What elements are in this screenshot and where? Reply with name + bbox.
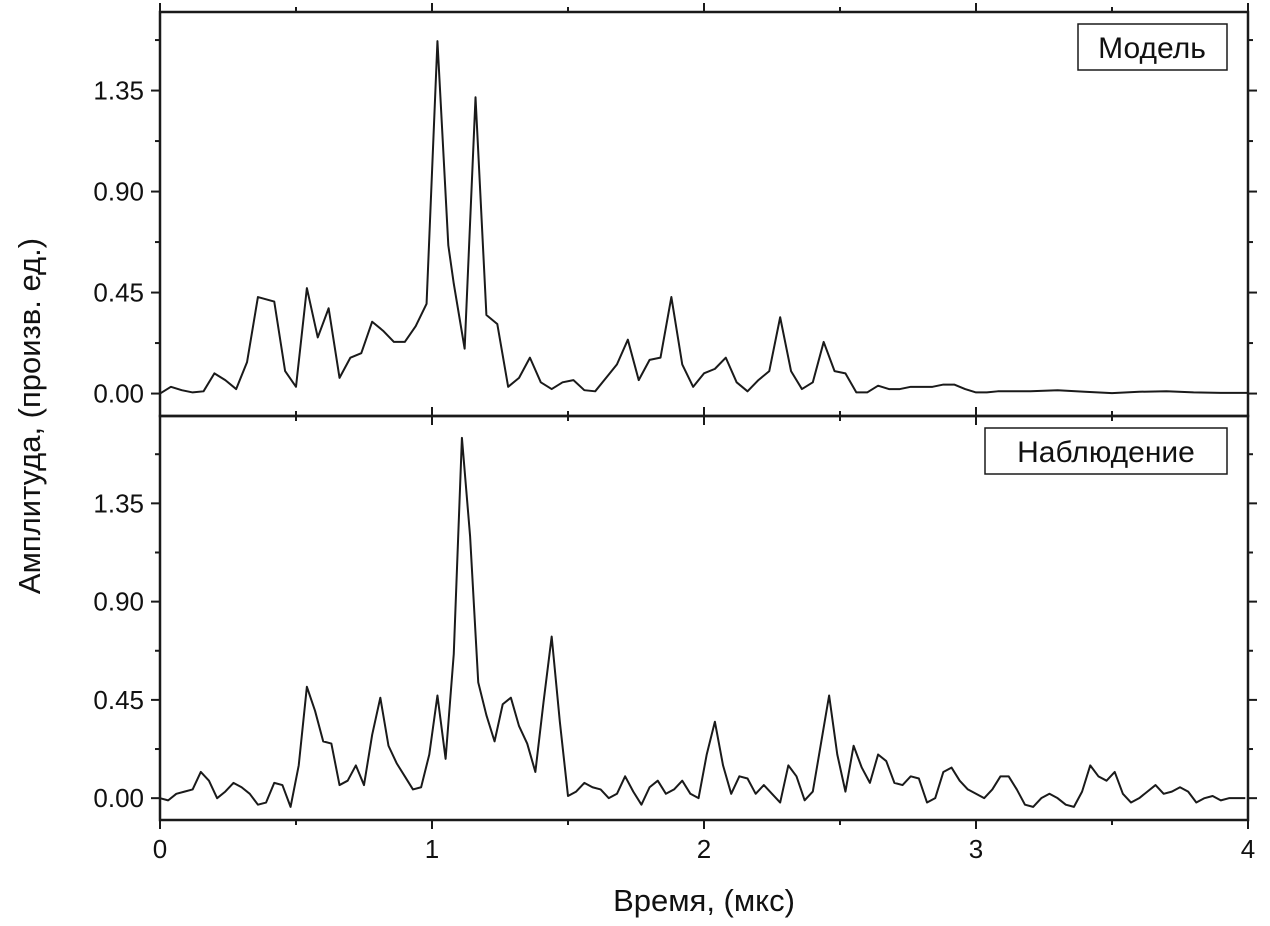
top-panel: 0.00 0.45 0.90 1.35 Модель	[93, 3, 1257, 425]
top-panel-legend-box	[1077, 23, 1228, 71]
bottom-panel-legend-label: Наблюдение	[1017, 436, 1195, 469]
x-axis-title: Время, (мкс)	[613, 883, 795, 918]
top-panel-legend-label: Модель	[1098, 32, 1206, 65]
top-panel-series-line	[159, 40, 1248, 395]
y-tick-label: 0.45	[93, 278, 144, 308]
x-tick-label: 4	[1241, 834, 1255, 864]
y-tick-label: 1.35	[93, 76, 144, 106]
y-tick-label: 1.35	[93, 488, 144, 518]
bottom-panel-legend: Наблюдение	[984, 427, 1228, 475]
y-tick-label: 0.90	[93, 587, 144, 617]
y-tick-label: 0.45	[93, 685, 144, 715]
x-tick-label: 2	[697, 834, 711, 864]
bottom-panel-legend-box	[984, 427, 1228, 475]
bottom-panel: 0.00 0.45 0.90 1.35 Наблюдение	[93, 407, 1257, 829]
x-tick-label: 0	[153, 834, 167, 864]
bottom-panel-y-tick-labels: 0.00 0.45 0.90 1.35	[93, 488, 144, 813]
y-axis-title: Амплитуда, (произв. ед.)	[12, 238, 47, 594]
x-tick-label: 3	[969, 834, 983, 864]
bottom-panel-frame	[158, 414, 1250, 822]
y-tick-label: 0.90	[93, 177, 144, 207]
x-tick-labels: 0 1 2 3 4	[153, 834, 1255, 864]
top-panel-legend: Модель	[1077, 23, 1228, 71]
bottom-panel-series-line	[159, 436, 1246, 808]
y-tick-label: 0.00	[93, 379, 144, 409]
bottom-panel-ticks	[151, 407, 1257, 829]
top-panel-frame	[158, 10, 1250, 418]
x-tick-label: 1	[425, 834, 439, 864]
top-panel-y-tick-labels: 0.00 0.45 0.90 1.35	[93, 76, 144, 409]
y-tick-label: 0.00	[93, 783, 144, 813]
